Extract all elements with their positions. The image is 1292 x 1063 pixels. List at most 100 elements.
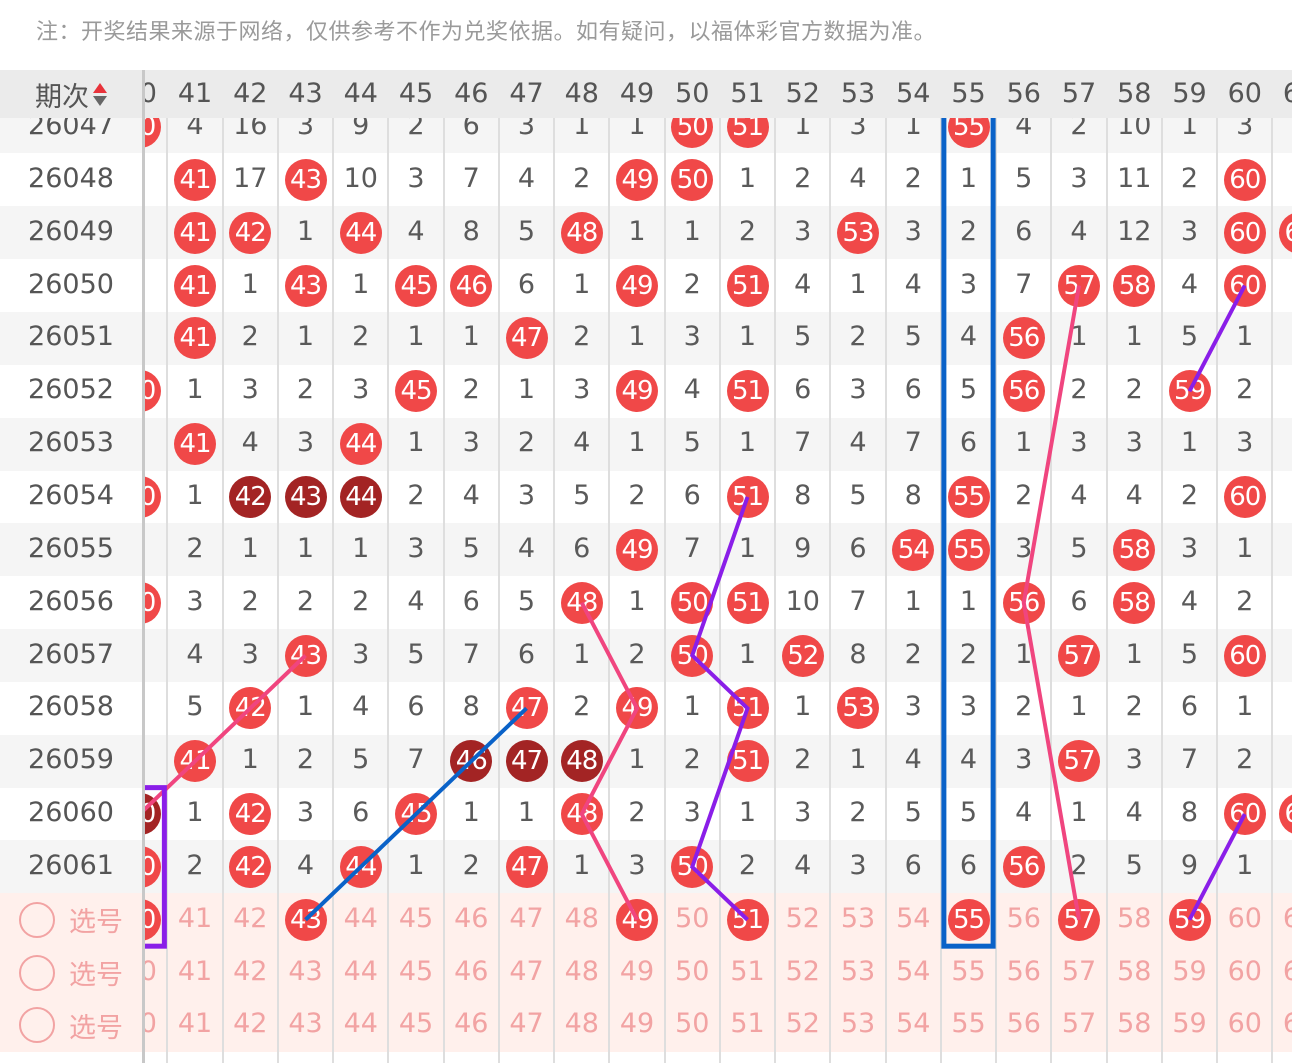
hit-ball: 60 (1223, 634, 1266, 677)
select-number[interactable]: 48 (564, 902, 599, 934)
miss-count: 1 (738, 162, 757, 194)
miss-count: 4 (352, 691, 370, 723)
miss-count: 5 (462, 532, 480, 564)
select-number[interactable]: 56 (1006, 1008, 1041, 1040)
select-number[interactable]: 43 (288, 1008, 323, 1040)
select-number[interactable]: 50 (675, 1008, 710, 1040)
miss-count: 4 (683, 374, 701, 406)
hit-ball: 51 (726, 370, 769, 413)
select-number[interactable]: 52 (785, 955, 820, 987)
select-number[interactable]: 54 (896, 1008, 931, 1040)
period-row-bg (0, 417, 142, 471)
select-number[interactable]: 60 (1227, 902, 1262, 934)
select-number[interactable]: 47 (509, 902, 544, 934)
select-number[interactable]: 42 (233, 1008, 268, 1040)
radio-circle-icon[interactable] (19, 954, 55, 991)
period-label: 26054 (28, 479, 114, 511)
select-number[interactable]: 53 (840, 902, 876, 934)
select-number[interactable]: 42 (233, 955, 268, 987)
select-number[interactable]: 54 (896, 955, 931, 987)
selected-number-ball[interactable]: 43 (284, 898, 327, 941)
select-number[interactable]: 58 (1117, 955, 1152, 987)
select-number[interactable]: 53 (840, 955, 876, 987)
radio-circle-icon[interactable] (19, 1007, 55, 1044)
select-number[interactable]: 49 (619, 1008, 655, 1040)
select-number[interactable]: 53 (840, 1008, 876, 1040)
trend-grid: 4041639263115051131554210134117431037424… (0, 118, 1292, 1063)
hit-ball: 41 (174, 158, 216, 201)
miss-count: 3 (849, 849, 867, 881)
select-number[interactable]: 42 (233, 902, 268, 934)
select-number[interactable]: 52 (785, 902, 820, 934)
period-column-header[interactable]: 期次 (0, 70, 145, 118)
select-number[interactable]: 47 (509, 955, 544, 987)
select-number[interactable]: 45 (398, 902, 434, 934)
select-number[interactable]: 45 (398, 955, 434, 987)
select-number[interactable]: 56 (1006, 955, 1041, 987)
miss-count: 7 (904, 427, 922, 459)
select-number[interactable]: 57 (1061, 1008, 1097, 1040)
select-number[interactable]: 49 (619, 955, 655, 987)
select-number[interactable]: 44 (343, 1008, 378, 1040)
miss-count: 5 (186, 691, 204, 723)
select-number[interactable]: 44 (343, 955, 378, 987)
select-number[interactable]: 58 (1117, 1008, 1152, 1040)
select-number[interactable]: 46 (454, 955, 489, 987)
select-number[interactable]: 43 (288, 955, 323, 987)
select-number[interactable]: 46 (454, 1008, 489, 1040)
miss-count: 1 (462, 321, 480, 353)
period-row-bg (0, 734, 142, 788)
select-number[interactable]: 54 (896, 902, 931, 934)
selected-number-ball[interactable]: 51 (726, 898, 769, 941)
select-number[interactable]: 44 (343, 902, 378, 934)
select-number[interactable]: 46 (454, 902, 489, 934)
miss-count: 12 (1117, 215, 1152, 247)
select-number[interactable]: 45 (398, 1008, 434, 1040)
select-number[interactable]: 50 (675, 955, 710, 987)
miss-count: 1 (517, 797, 536, 829)
select-row-toggle[interactable]: 选号 (0, 946, 142, 999)
select-number[interactable]: 55 (951, 955, 986, 987)
column-header-59: 59 (1172, 78, 1207, 109)
period-row-bg (0, 840, 142, 894)
miss-count: 3 (794, 215, 812, 247)
select-number[interactable]: 61 (1282, 955, 1292, 987)
select-number[interactable]: 57 (1061, 955, 1097, 987)
select-number[interactable]: 59 (1172, 1008, 1207, 1040)
select-number[interactable]: 61 (1282, 902, 1292, 934)
sort-icon[interactable] (93, 82, 107, 106)
select-number[interactable]: 61 (1282, 1008, 1292, 1040)
select-number[interactable]: 60 (1227, 955, 1262, 987)
column-header-43: 43 (288, 78, 323, 109)
miss-count: 6 (904, 374, 922, 406)
select-number[interactable]: 47 (509, 1008, 544, 1040)
select-row-toggle[interactable]: 选号 (0, 893, 142, 946)
select-number[interactable]: 55 (951, 1008, 986, 1040)
select-number[interactable]: 41 (177, 902, 213, 934)
select-number[interactable]: 41 (177, 955, 213, 987)
select-number[interactable]: 52 (785, 1008, 820, 1040)
select-number[interactable]: 48 (564, 955, 599, 987)
select-number[interactable]: 58 (1117, 902, 1152, 934)
select-number[interactable]: 41 (177, 1008, 213, 1040)
select-number[interactable]: 51 (730, 955, 765, 987)
miss-count: 4 (1015, 797, 1033, 829)
table-row (0, 118, 1292, 154)
selected-number-ball[interactable]: 59 (1168, 898, 1211, 941)
miss-count: 7 (794, 427, 812, 459)
select-row-toggle[interactable]: 选号 (0, 999, 142, 1052)
select-number[interactable]: 59 (1172, 955, 1207, 987)
select-number[interactable]: 48 (564, 1008, 599, 1040)
period-label: 26052 (28, 374, 114, 406)
selected-number-ball[interactable]: 49 (616, 898, 658, 941)
select-number[interactable]: 51 (730, 1008, 765, 1040)
miss-count: 3 (1125, 744, 1143, 776)
selected-number-ball[interactable]: 55 (947, 898, 990, 941)
selected-number-ball[interactable]: 57 (1058, 898, 1100, 941)
period-label: 26048 (28, 162, 114, 194)
radio-circle-icon[interactable] (19, 901, 55, 938)
select-number[interactable]: 60 (1227, 1008, 1262, 1040)
select-number[interactable]: 56 (1006, 902, 1041, 934)
select-number[interactable]: 50 (675, 902, 710, 934)
miss-count: 1 (849, 268, 867, 300)
